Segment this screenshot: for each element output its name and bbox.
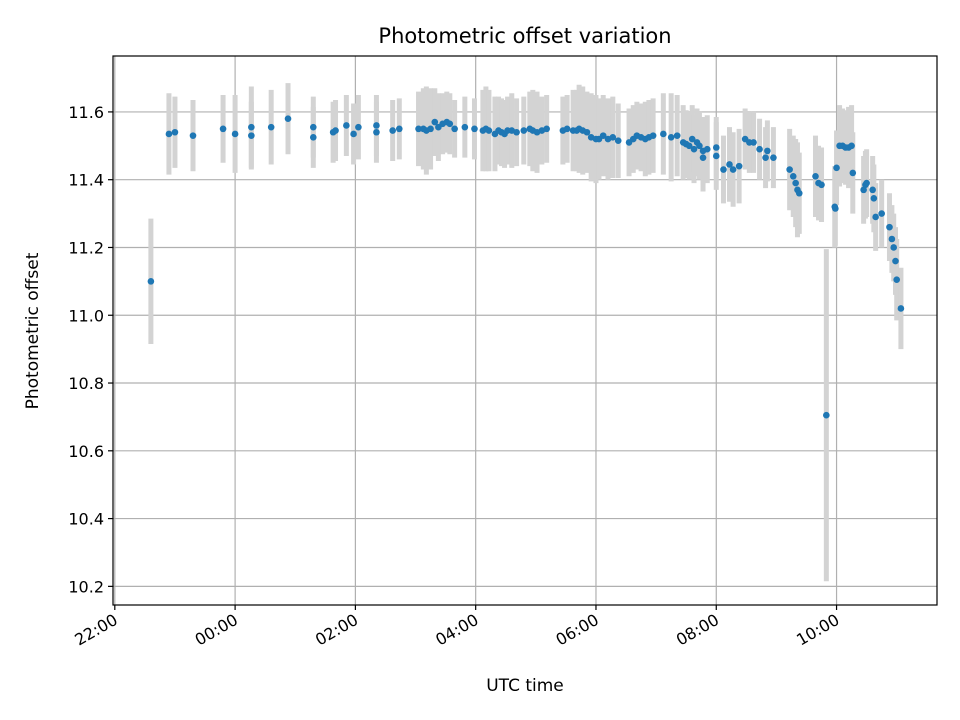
y-tick-label: 10.4: [68, 510, 104, 529]
data-point: [786, 166, 793, 173]
data-point: [309, 134, 317, 141]
data-point: [248, 132, 255, 139]
data-point: [583, 128, 591, 136]
y-axis-title: Photometric offset: [23, 252, 43, 409]
data-point: [165, 130, 173, 138]
data-point: [872, 213, 879, 221]
data-point: [309, 123, 317, 131]
y-tick-label: 10.6: [68, 442, 104, 461]
data-point: [543, 125, 550, 133]
data-point: [893, 276, 901, 283]
y-tick-label: 11.4: [68, 171, 104, 190]
data-point: [649, 132, 657, 139]
data-point: [355, 123, 362, 131]
data-point: [712, 152, 720, 160]
data-point: [823, 411, 830, 419]
data-point: [870, 195, 878, 202]
data-point: [812, 173, 819, 180]
data-point: [762, 154, 769, 161]
data-point: [699, 154, 707, 161]
data-point: [461, 123, 469, 131]
data-point: [189, 132, 197, 139]
data-point: [350, 130, 357, 138]
data-point: [735, 162, 743, 170]
data-point: [863, 179, 870, 187]
data-point: [849, 169, 857, 177]
y-tick-label: 11.0: [68, 306, 104, 325]
data-point: [685, 142, 693, 150]
data-point: [471, 125, 478, 133]
y-axis-ticks: 10.2 10.4 10.6 10.8 11.0 11.2 11.4 11.6: [68, 103, 113, 596]
data-point: [764, 147, 771, 155]
data-point: [789, 173, 797, 180]
data-point: [660, 130, 667, 138]
data-point: [890, 244, 897, 251]
data-point: [427, 125, 434, 133]
data-point: [673, 132, 681, 139]
data-point: [431, 118, 439, 126]
data-point: [726, 161, 733, 168]
data-point: [563, 125, 571, 133]
data-point: [513, 128, 520, 136]
data-point: [770, 154, 777, 161]
data-point: [231, 130, 239, 138]
y-tick-label: 10.2: [68, 577, 104, 596]
data-point: [795, 189, 803, 197]
data-point: [729, 166, 737, 173]
data-point: [696, 142, 703, 150]
data-point: [248, 123, 255, 131]
data-point: [395, 125, 403, 133]
data-point: [485, 127, 493, 134]
data-point: [869, 186, 876, 194]
data-point: [171, 128, 179, 136]
data-point: [284, 115, 292, 122]
data-point: [389, 127, 396, 134]
data-point: [415, 125, 422, 133]
data-point: [792, 179, 799, 187]
data-point: [451, 125, 458, 133]
data-points: [147, 115, 905, 419]
data-point: [520, 127, 528, 134]
data-point: [886, 223, 893, 231]
data-point: [892, 257, 899, 265]
data-point: [343, 122, 350, 129]
y-tick-label: 10.8: [68, 374, 104, 393]
x-axis-title: UTC time: [486, 676, 564, 696]
data-point: [720, 166, 727, 173]
data-point: [373, 128, 380, 136]
data-point: [897, 305, 905, 312]
data-point: [832, 205, 839, 212]
data-point: [750, 139, 757, 146]
data-point: [614, 137, 622, 145]
data-point: [860, 186, 867, 194]
data-point: [712, 144, 720, 151]
data-point: [332, 127, 339, 134]
data-point: [888, 235, 896, 243]
data-point: [756, 145, 763, 153]
data-point: [833, 164, 840, 172]
y-tick-label: 11.6: [68, 103, 104, 122]
data-point: [599, 132, 607, 139]
y-tick-label: 11.2: [68, 238, 104, 257]
data-point: [446, 120, 454, 128]
data-point: [818, 181, 825, 189]
data-point: [848, 142, 855, 150]
data-point: [667, 134, 675, 141]
data-point: [267, 123, 275, 131]
data-point: [609, 134, 617, 141]
data-point: [688, 135, 696, 143]
chart-title: Photometric offset variation: [378, 24, 671, 48]
data-point: [373, 122, 380, 129]
data-point: [703, 145, 711, 153]
data-point: [147, 278, 155, 285]
plot-area-frame: [112, 55, 938, 606]
data-point: [690, 145, 698, 153]
data-point: [219, 125, 227, 133]
data-point: [878, 210, 885, 217]
